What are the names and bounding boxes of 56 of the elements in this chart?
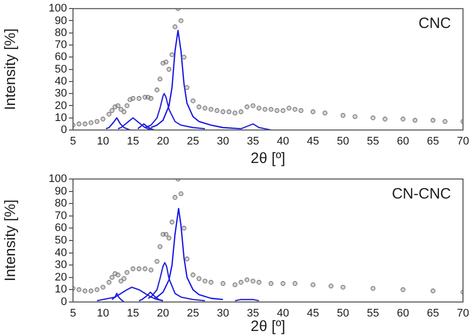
x-tick-label: 55 — [366, 308, 380, 320]
x-tick-label: 5 — [70, 308, 76, 320]
x-tick-label: 50 — [336, 136, 350, 148]
x-tick-label: 20 — [156, 308, 170, 320]
x-tick-label: 65 — [426, 136, 440, 148]
y-tick-label: 90 — [54, 14, 67, 27]
y-tick-label: 100 — [48, 2, 67, 15]
y-tick-label: 20 — [54, 271, 67, 284]
y-tick-label: 50 — [54, 63, 67, 76]
y-tick-label: 30 — [54, 88, 67, 100]
x-tick-label: 65 — [426, 308, 440, 320]
x-tick-label: 60 — [396, 308, 410, 320]
y-tick-label: 90 — [54, 185, 67, 198]
x-tick-label: 5 — [70, 136, 76, 148]
y-tick-label: 80 — [54, 198, 67, 210]
y-tick-label: 20 — [54, 100, 67, 112]
y-axis-title: Intensity [%] — [2, 200, 20, 282]
x-tick-label: 15 — [126, 136, 140, 148]
x-tick-label: 40 — [276, 308, 290, 320]
x-tick-label: 45 — [306, 308, 320, 320]
x-tick-label: 10 — [96, 136, 110, 148]
x-tick-label: 15 — [126, 308, 140, 320]
y-tick-label: 0 — [60, 296, 67, 308]
x-tick-label: 45 — [306, 136, 320, 148]
x-tick-label: 70 — [456, 136, 470, 148]
x-tick-label: 25 — [186, 308, 200, 320]
y-tick-label: 70 — [54, 39, 67, 52]
x-tick-label: 50 — [336, 308, 350, 320]
y-tick-label: 10 — [54, 112, 67, 124]
y-tick-label: 80 — [54, 26, 67, 39]
y-tick-label: 100 — [48, 173, 67, 186]
x-tick-label: 25 — [186, 136, 200, 148]
x-tick-label: 30 — [216, 136, 230, 148]
y-tick-label: 70 — [54, 210, 67, 222]
y-tick-label: 60 — [54, 51, 67, 64]
x-axis-title: 2θ [º] — [250, 150, 286, 168]
annotation: CN-CNC — [392, 186, 452, 203]
x-tick-label: 35 — [246, 308, 260, 320]
y-tick-label: 40 — [54, 75, 67, 88]
y-tick-label: 40 — [54, 246, 67, 259]
x-tick-label: 35 — [246, 136, 260, 148]
x-tick-label: 40 — [276, 136, 290, 148]
x-tick-label: 10 — [96, 308, 110, 320]
x-tick-label: 60 — [396, 136, 410, 148]
y-tick-label: 0 — [60, 124, 67, 136]
x-tick-label: 70 — [456, 308, 470, 320]
x-tick-label: 30 — [216, 308, 230, 320]
y-axis-title: Intensity [%] — [2, 28, 20, 110]
x-tick-label: 55 — [366, 136, 380, 148]
y-tick-label: 60 — [54, 222, 67, 234]
x-tick-label: 20 — [156, 136, 170, 148]
x-axis-title: 2θ [º] — [250, 318, 286, 336]
y-tick-label: 10 — [54, 284, 67, 296]
y-tick-label: 30 — [54, 259, 67, 272]
y-tick-label: 50 — [54, 234, 67, 247]
annotation: CNC — [418, 15, 452, 32]
